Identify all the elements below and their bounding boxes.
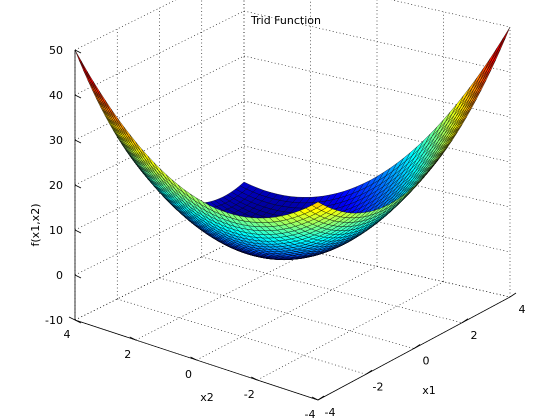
x1-tick-mark: [365, 369, 373, 375]
x2-tick-mark: [251, 376, 258, 381]
floor-grid-line: [201, 256, 463, 324]
surface-mesh: [74, 26, 511, 260]
floor-grid-line: [135, 250, 311, 341]
x1-tick-mark: [461, 318, 469, 324]
surface-patch: [80, 60, 92, 82]
f-tick-mark: [74, 184, 82, 189]
surface-patch: [491, 37, 504, 60]
surface-patch: [74, 49, 86, 71]
x2-tick-label: 0: [185, 368, 192, 381]
floor-grid-line: [196, 266, 378, 361]
x2-tick-label: -2: [244, 388, 255, 401]
f-tick-mark: [74, 94, 82, 99]
f-axis-label: f(x1,x2): [29, 204, 42, 247]
x1-tick-label: -2: [373, 380, 384, 393]
f-tick-label: 0: [56, 269, 63, 282]
x2-tick-label: 4: [64, 328, 71, 341]
f-tick-mark: [74, 319, 82, 324]
f-tick-mark: [74, 139, 82, 144]
f-tick-label: -10: [45, 314, 63, 327]
x2-axis-label: x2: [200, 391, 214, 404]
floor-grid-line: [117, 298, 367, 375]
x2-tick-label: -4: [305, 408, 316, 420]
f-tick-mark: [74, 229, 82, 234]
surface-patch: [498, 26, 511, 50]
x1-tick-mark: [509, 292, 517, 298]
f-tick-mark: [74, 49, 82, 54]
f-tick-label: 10: [49, 224, 63, 237]
surface-patch: [487, 49, 499, 71]
surface-patch: [493, 38, 506, 60]
x2-tick-mark: [68, 316, 76, 321]
x1-tick-label: 2: [471, 329, 478, 342]
f-tick-label: 30: [49, 134, 63, 147]
x1-tick-label: 0: [423, 355, 430, 368]
x2-tick-mark: [129, 336, 136, 341]
f-tick-label: 20: [49, 179, 63, 192]
f-tick-label: 50: [49, 44, 63, 57]
x2-tick-label: 2: [124, 348, 131, 361]
x1-tick-label: 4: [519, 303, 526, 316]
f-tick-label: 40: [49, 89, 63, 102]
x2-tick-mark: [311, 396, 319, 401]
floor-grid-line: [257, 281, 444, 381]
x2-tick-mark: [190, 356, 197, 361]
f-tick-mark: [74, 274, 82, 279]
x1-tick-mark: [413, 344, 421, 349]
x1-tick-mark: [317, 395, 325, 401]
x1-tick-label: -4: [325, 406, 336, 419]
x1-axis-label: x1: [422, 384, 436, 397]
surface-patch: [311, 201, 324, 209]
surface-patch: [85, 70, 96, 91]
